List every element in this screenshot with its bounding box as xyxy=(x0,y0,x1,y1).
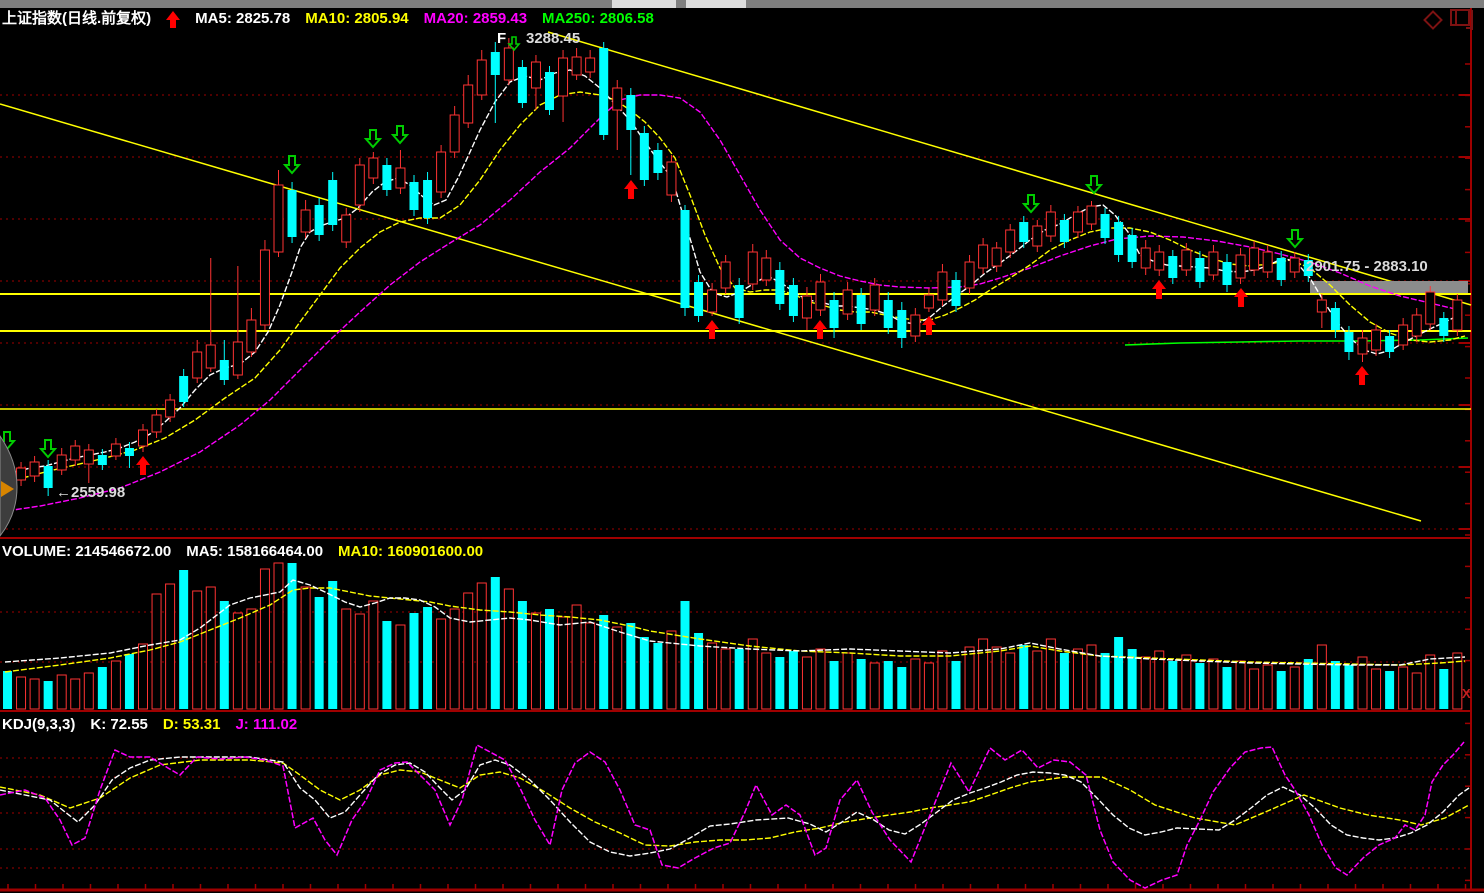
volume-header: VOLUME: 214546672.00 MA5: 158166464.00 MA1… xyxy=(2,543,483,560)
volume-label: MA5: 158166464.00 xyxy=(186,543,324,560)
volume-label: MA10: 160901600.00 xyxy=(338,543,484,560)
up-arrow-icon xyxy=(166,11,181,28)
kdj-label: D: 53.31 xyxy=(162,716,221,733)
instrument-title: 上证指数(日线.前复权) xyxy=(2,10,152,27)
window-restore-icon[interactable] xyxy=(1450,9,1470,26)
kdj-label: KDJ(9,3,3) xyxy=(2,716,76,733)
kdj-label: J: 111.02 xyxy=(235,716,298,733)
window-edge-icon xyxy=(1471,10,1473,30)
gap-range-label: 2901.75 - 2883.10 xyxy=(1306,258,1428,275)
ma-label: MA5: 2825.78 xyxy=(195,10,291,27)
ma-label: MA20: 2859.43 xyxy=(423,10,528,27)
low-price-label: ←2559.98 xyxy=(56,484,126,501)
kdj-label: K: 72.55 xyxy=(90,716,148,733)
top-strip-segment xyxy=(686,0,746,8)
peak-price-label: 3288.45 xyxy=(526,30,581,47)
kdj-header: KDJ(9,3,3) K: 72.55 D: 53.31 J: 111.02 xyxy=(2,716,297,733)
window-edge-foot-icon xyxy=(1466,27,1472,29)
close-indicator-icon[interactable]: X xyxy=(1462,686,1471,701)
peak-flag-marker: F xyxy=(497,30,507,47)
volume-label: VOLUME: 214546672.00 xyxy=(2,543,172,560)
main-chart-header: 上证指数(日线.前复权) MA5: 2825.78 MA10: 2805.94 MA… xyxy=(2,10,654,28)
ma-label: MA10: 2805.94 xyxy=(305,10,409,27)
ma-label: MA250: 2806.58 xyxy=(542,10,654,27)
top-strip-segment xyxy=(612,0,676,8)
top-window-strip xyxy=(0,0,1484,8)
ma-legend: MA5: 2825.78 MA10: 2805.94 MA20: 2859.43 MA… xyxy=(195,10,654,27)
